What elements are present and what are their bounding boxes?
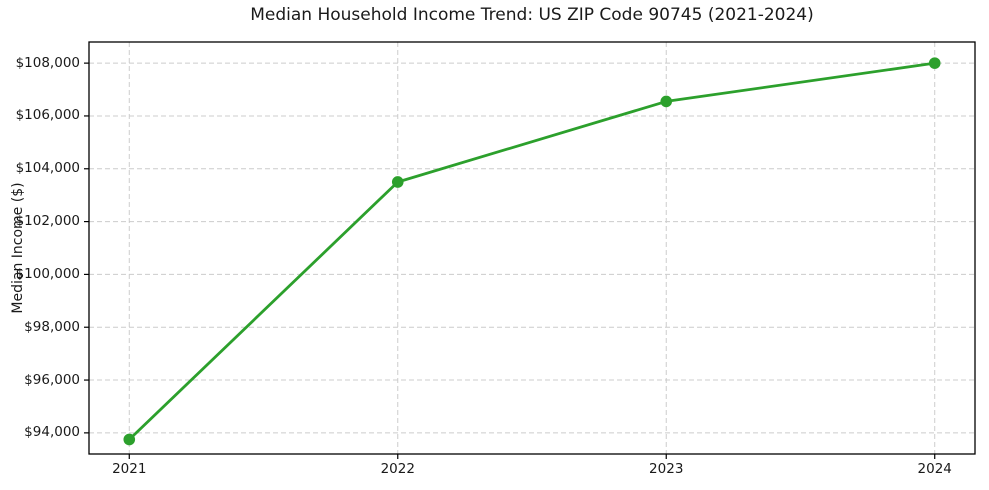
- chart-title: Median Household Income Trend: US ZIP Co…: [250, 5, 814, 25]
- y-tick-label: $104,000: [15, 160, 80, 177]
- y-tick-label: $106,000: [15, 107, 80, 124]
- y-tick-label: $102,000: [15, 213, 80, 230]
- x-tick-label: 2021: [112, 461, 147, 477]
- data-point-2024: [928, 57, 941, 69]
- x-tick-label: 2024: [917, 461, 952, 477]
- data-point-2022: [391, 176, 404, 188]
- y-tick-label: $108,000: [15, 54, 80, 71]
- y-tick-label: $100,000: [15, 265, 80, 282]
- income-trend-line: [128, 61, 935, 441]
- plot-border: [88, 41, 976, 455]
- y-tick-label: $96,000: [24, 371, 80, 388]
- y-tick-label: $98,000: [24, 318, 80, 335]
- data-point-2021: [123, 433, 136, 446]
- x-tick-label: 2023: [649, 461, 684, 477]
- data-point-2023: [660, 95, 673, 108]
- y-tick-label: $94,000: [24, 424, 80, 441]
- x-tick-label: 2022: [380, 461, 415, 477]
